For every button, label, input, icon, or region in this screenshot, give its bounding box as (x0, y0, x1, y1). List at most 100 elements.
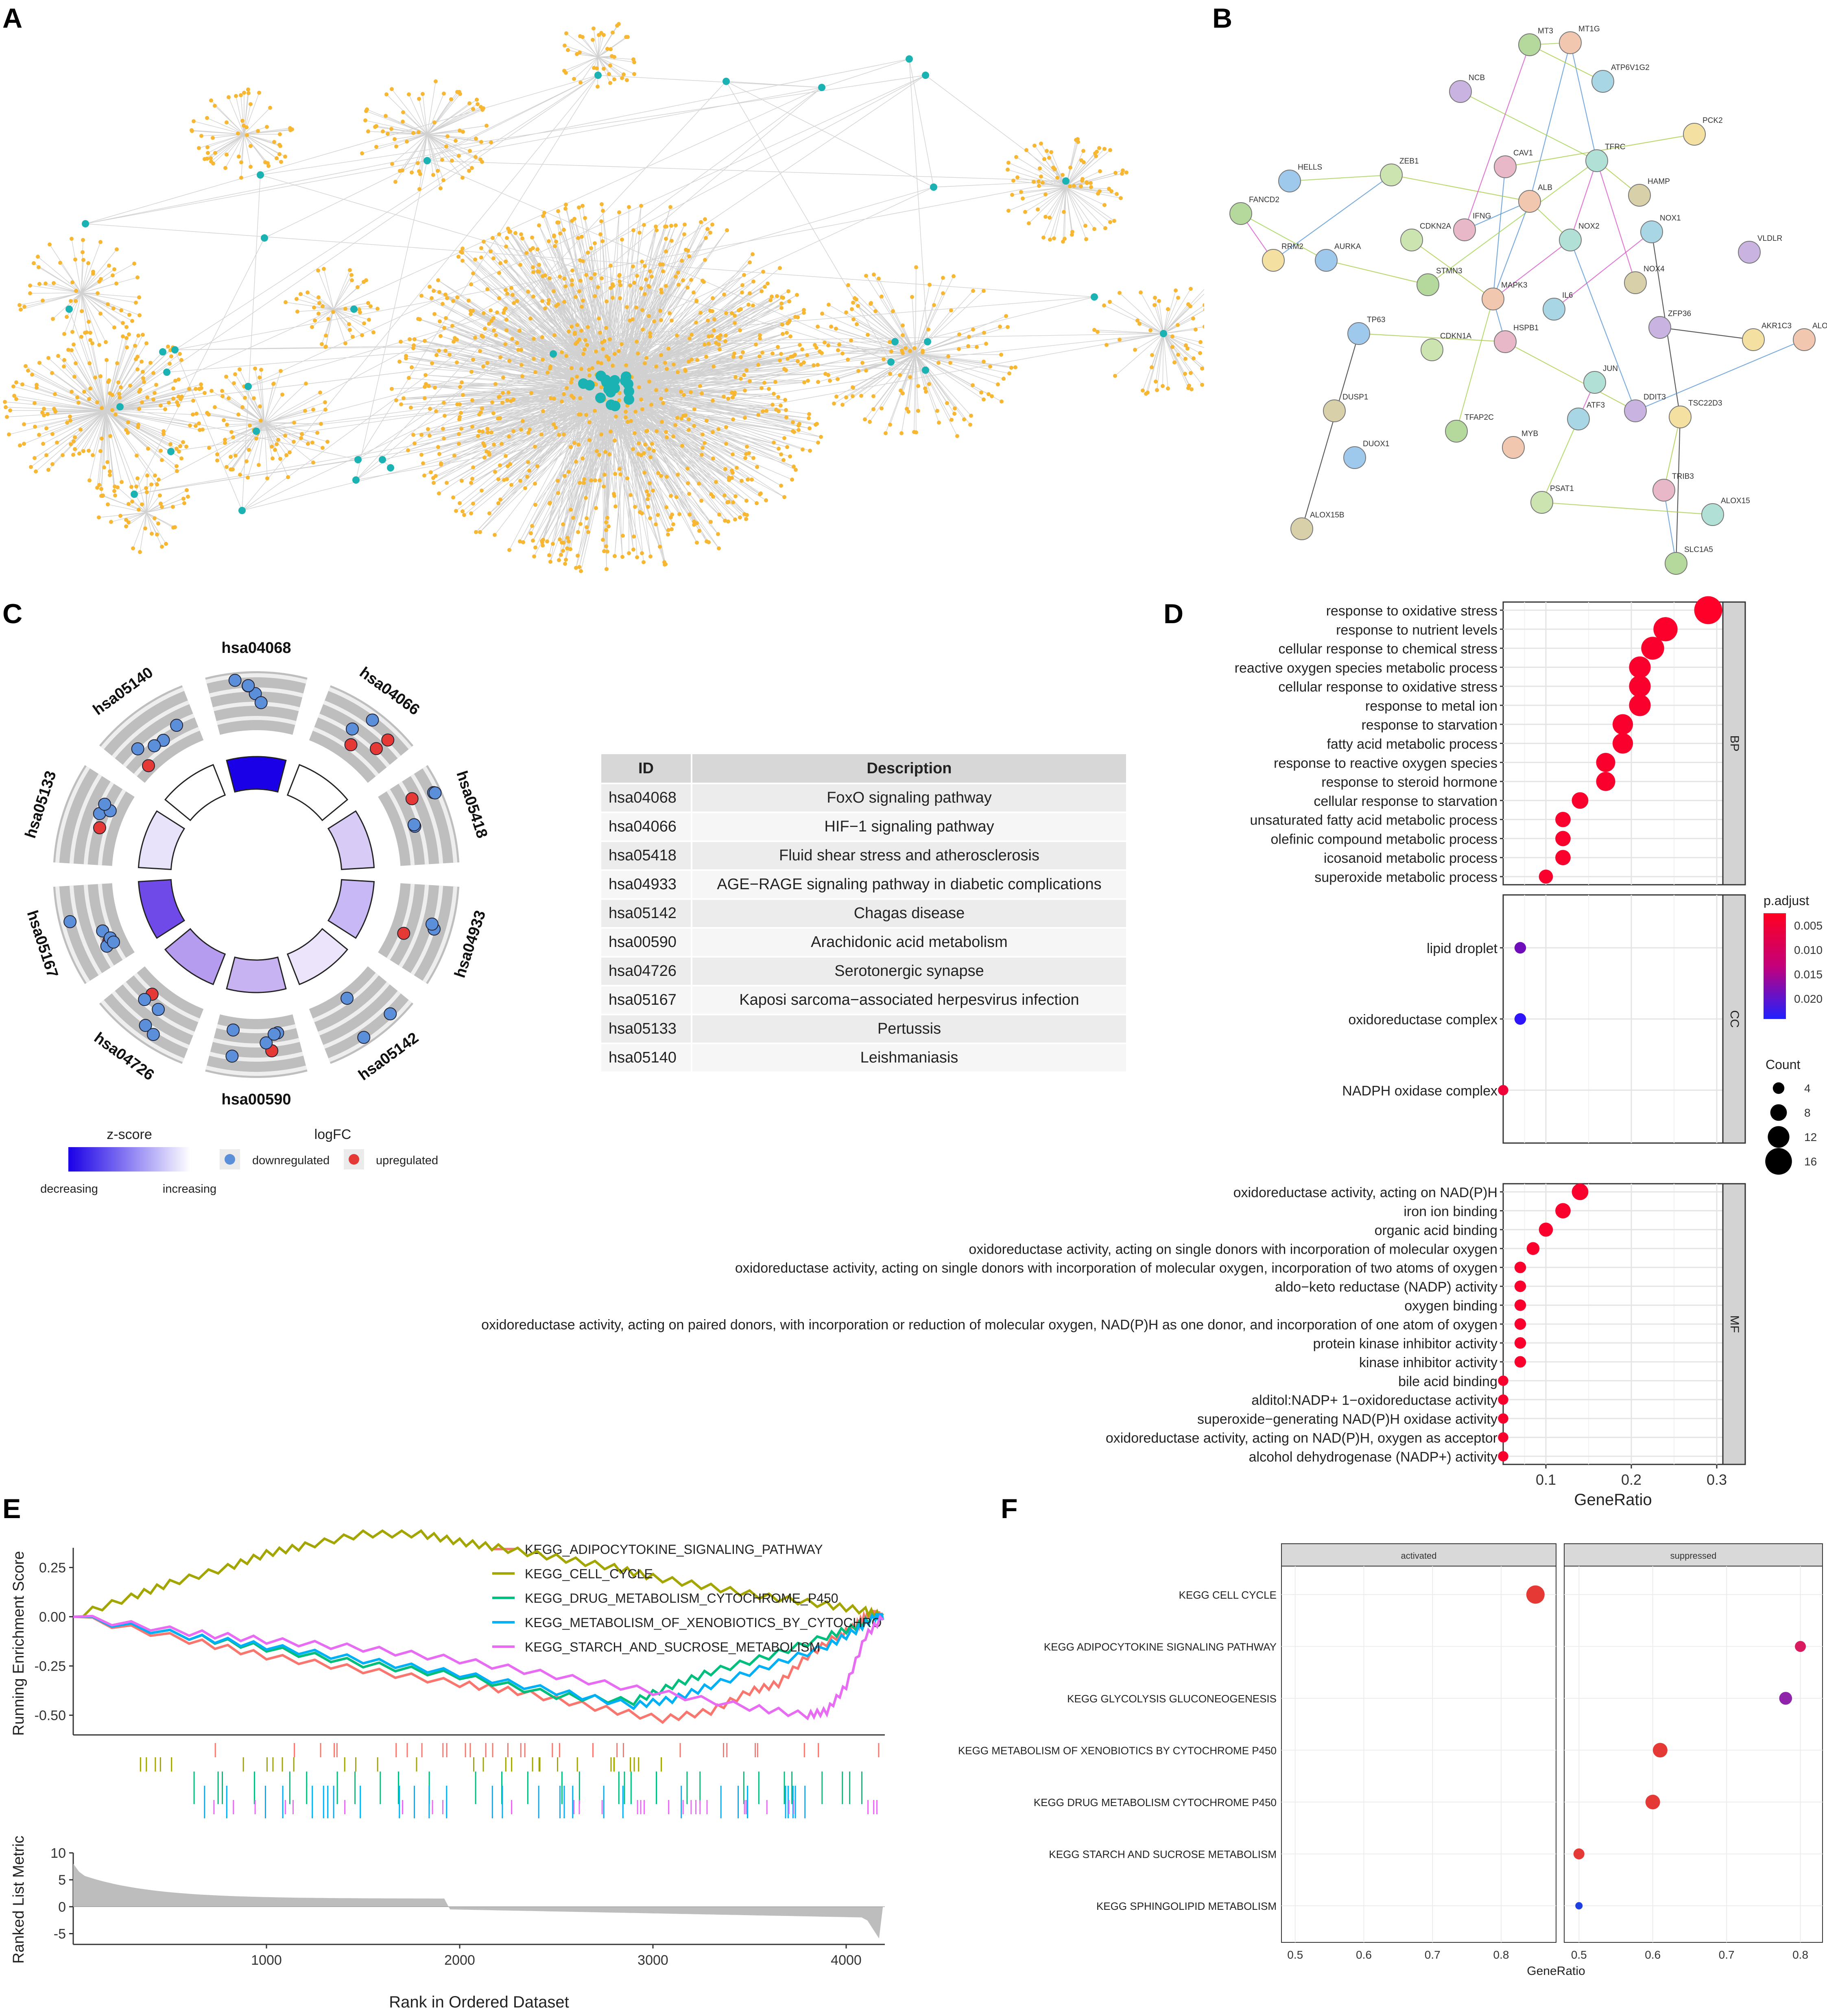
gene-node (132, 262, 136, 266)
gene-node (618, 283, 622, 287)
gene-node (511, 397, 515, 401)
gene-node (819, 435, 823, 439)
gene-node (18, 443, 22, 447)
gene-node (1014, 155, 1018, 159)
gene-node (650, 442, 654, 446)
gene-node (711, 495, 715, 499)
gene-node (975, 345, 979, 349)
gene-node (22, 422, 26, 426)
gene-node (607, 452, 611, 456)
gene-node (744, 452, 748, 456)
gene-node (1061, 173, 1065, 177)
gene-node (275, 156, 279, 160)
gene-node (528, 248, 533, 252)
gene-node (460, 380, 464, 384)
gene-node (1009, 366, 1013, 370)
gene-node (253, 367, 257, 371)
gene-node (597, 316, 601, 321)
gene-node (222, 418, 226, 422)
gene-node (668, 205, 672, 209)
gene-node (497, 296, 501, 300)
gene-node (609, 264, 613, 268)
gene-node (190, 129, 194, 133)
gene-node (674, 223, 678, 227)
gene-node (506, 391, 511, 395)
gene-node (640, 551, 644, 555)
gene-node (105, 460, 109, 464)
gene-node (926, 327, 930, 332)
gene-node (74, 361, 78, 365)
gene-node (480, 489, 484, 493)
gene-node (618, 273, 622, 277)
gene-node (949, 308, 953, 312)
gene-node (177, 395, 181, 399)
gene-node (795, 293, 799, 297)
gene-node (1203, 303, 1204, 307)
gene-node (365, 107, 369, 111)
gene-node (277, 152, 282, 156)
gene-node (279, 369, 283, 373)
gene-node (631, 228, 635, 232)
gene-node (543, 306, 547, 310)
gene-node (807, 416, 811, 420)
gene-node (788, 334, 792, 338)
gene-node (1098, 169, 1102, 173)
gene-node (751, 279, 755, 284)
gene-node (48, 242, 52, 247)
gene-node (639, 204, 643, 208)
gene-node (437, 349, 441, 353)
gene-node (999, 353, 1003, 357)
gene-node (556, 491, 560, 495)
gene-node (771, 403, 775, 407)
gene-node (1141, 388, 1145, 393)
gene-node (68, 415, 72, 419)
gene-node (998, 325, 1002, 329)
gene-node (738, 515, 742, 519)
gene-node (411, 433, 415, 437)
gene-node (1166, 307, 1170, 311)
gene-node (1081, 149, 1085, 153)
gene-node (37, 361, 41, 365)
gene-node (604, 528, 608, 532)
gene-node (599, 385, 603, 389)
gene-node (552, 397, 556, 401)
gene-node (982, 360, 986, 364)
gene-node (743, 456, 747, 460)
gene-node (574, 460, 578, 464)
gene-node (498, 261, 502, 265)
gene-node (586, 530, 590, 534)
gene-node (640, 260, 644, 264)
gene-node (611, 364, 615, 368)
gene-node (1103, 226, 1107, 230)
gene-node (203, 391, 207, 395)
gene-node (319, 422, 323, 426)
gene-node (215, 458, 219, 463)
term-label: KEGG METABOLISM OF XENOBIOTICS BY CYTOCH… (958, 1745, 1277, 1757)
gene-node (618, 296, 622, 300)
gene-node (389, 127, 393, 131)
gene-node (723, 519, 727, 523)
gene-node (229, 467, 233, 471)
gene-node (741, 350, 745, 354)
gene-node (600, 276, 604, 280)
gene-node (87, 361, 92, 365)
gene-node (577, 205, 581, 209)
gene-node (417, 130, 421, 134)
gene-node (740, 479, 744, 483)
gene-node (108, 434, 112, 438)
gene-node (502, 308, 506, 312)
gene-node (386, 132, 390, 136)
gene-node (1041, 236, 1046, 240)
gene-node (664, 249, 668, 253)
gene-node (421, 92, 425, 96)
gene-node (175, 464, 179, 468)
gene-node (238, 473, 242, 477)
gene-node (114, 412, 118, 417)
panel-label-a: A (2, 3, 23, 34)
gene-node (828, 379, 832, 383)
gene-node (605, 516, 609, 520)
gene-node (120, 480, 124, 484)
gene-node (404, 354, 408, 358)
gene-node (485, 361, 489, 365)
gene-node (704, 236, 708, 240)
